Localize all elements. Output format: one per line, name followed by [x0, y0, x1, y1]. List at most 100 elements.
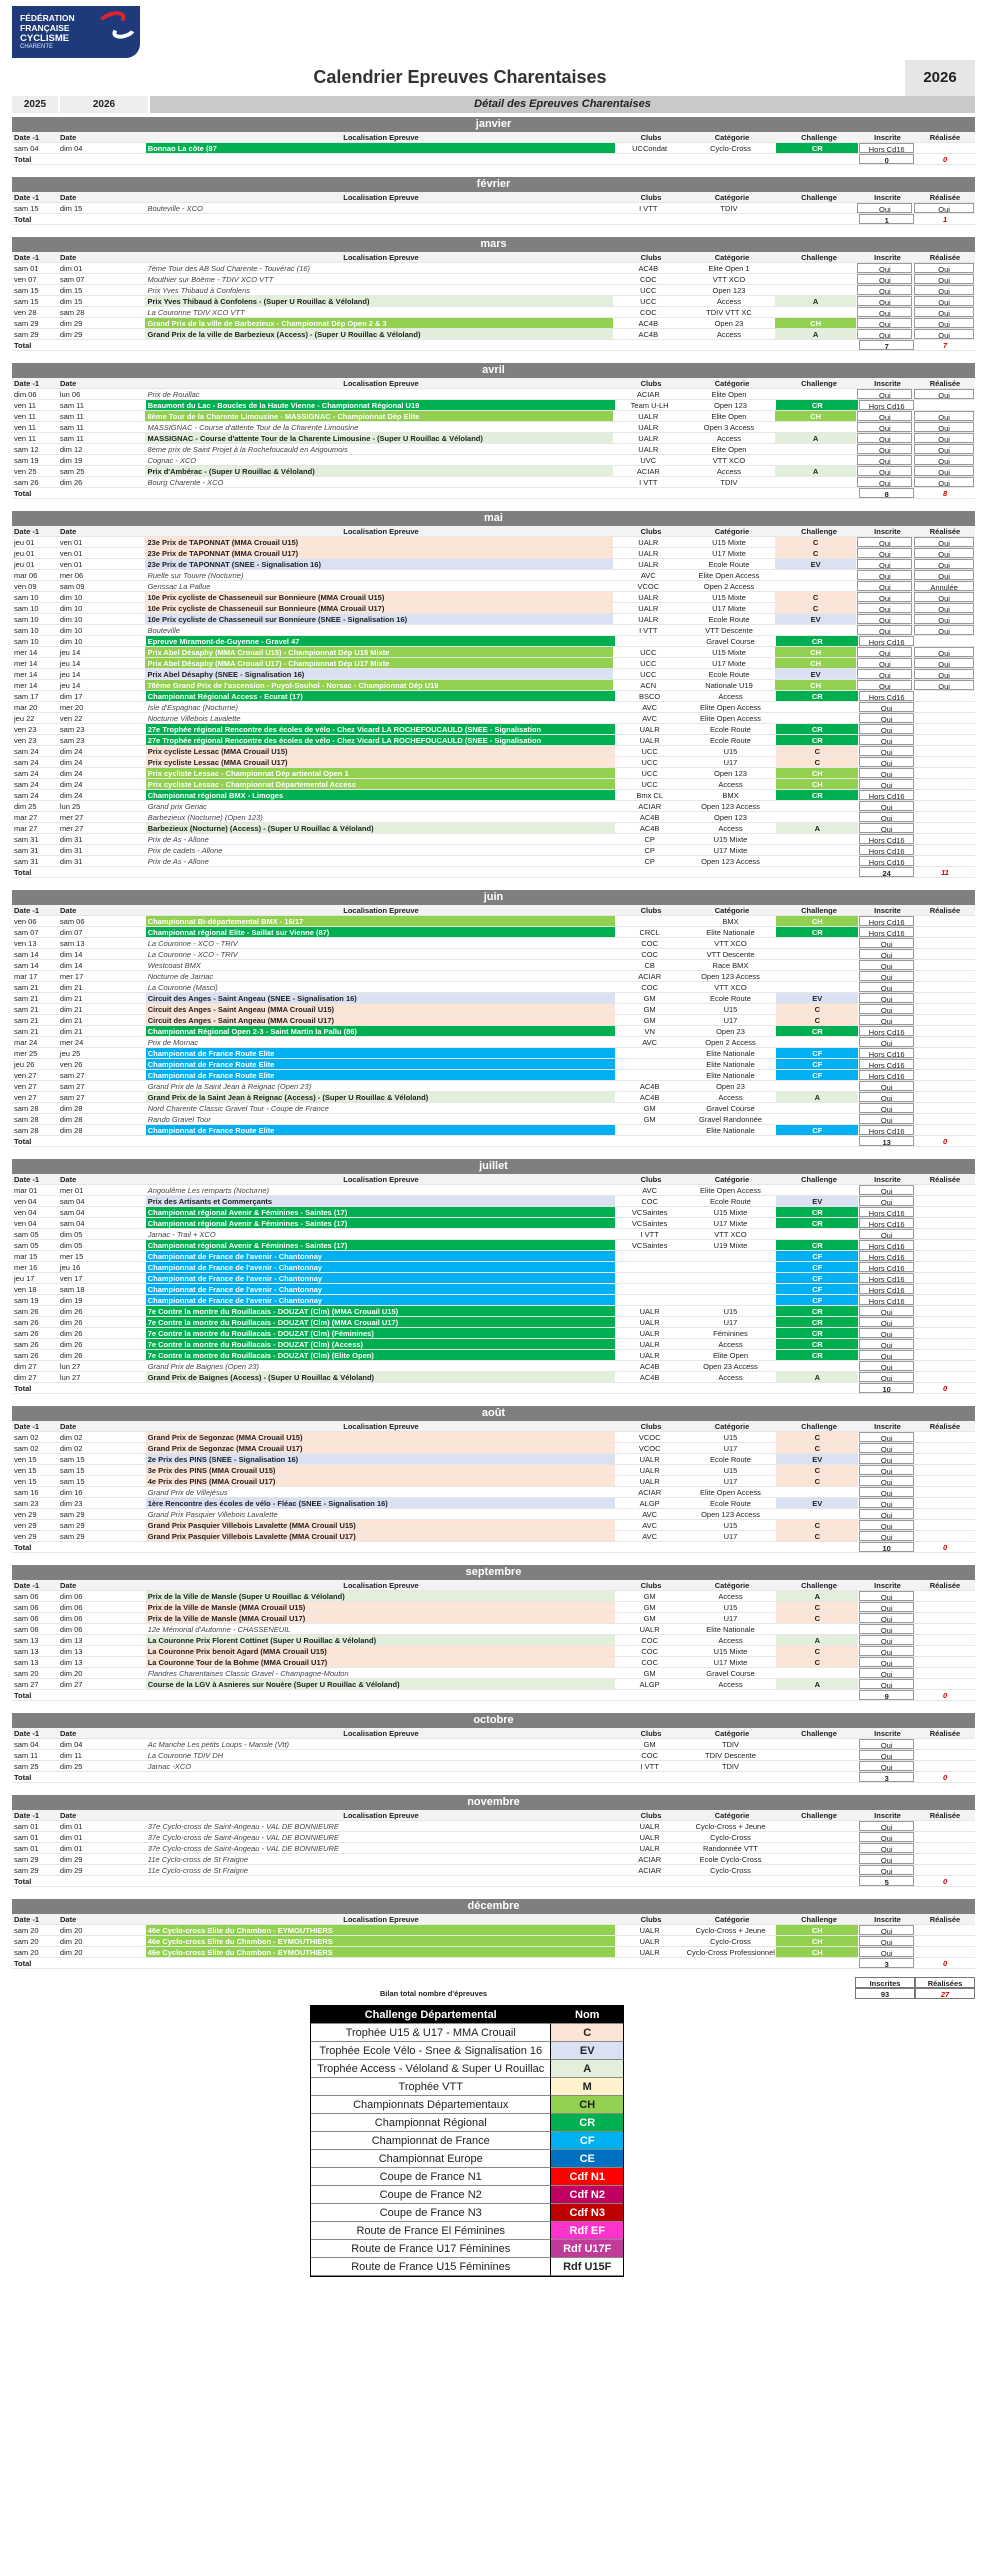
challenge: CR	[776, 636, 859, 646]
column-header: Inscrite	[874, 527, 901, 536]
club: COC	[641, 939, 658, 948]
date-prev: sam 31	[14, 857, 39, 866]
event-row: dim 25 lun 25 Grand prix Genac ACIAR Open 12…	[12, 801, 975, 812]
challenge	[776, 713, 858, 723]
club: AC4B	[639, 1362, 660, 1371]
club: ACIAR	[638, 972, 662, 981]
club: VN	[644, 1027, 655, 1036]
challenge: CF	[776, 1048, 859, 1058]
column-header: Réalisée	[929, 133, 961, 142]
club: UALR	[639, 1318, 660, 1327]
month-header: février	[12, 177, 975, 192]
realisee: Oui	[914, 548, 974, 558]
realisee	[915, 1476, 975, 1486]
realisee	[915, 1339, 975, 1349]
category: Elite Open Access	[700, 703, 761, 712]
event-row: sam 01 dim 01 7ème Tour des AB Sud Charent…	[12, 263, 975, 274]
column-header: Date -1	[14, 527, 40, 536]
realisee	[915, 845, 975, 855]
event-row: sam 28 dim 28 Nord Charente Classic Gravel…	[12, 1103, 975, 1114]
inscrite: Hors Cd16	[859, 1059, 915, 1069]
category: TDIV VTT XC	[706, 308, 752, 317]
date-prev: ven 04	[14, 1208, 37, 1217]
category: U15	[723, 1005, 738, 1014]
event-name: Prix de la Ville de Mansle (Super U Roui…	[145, 1591, 615, 1601]
realisee	[915, 1679, 975, 1689]
date-prev: mar 15	[14, 1252, 38, 1261]
challenge	[776, 801, 858, 811]
challenge	[775, 455, 857, 465]
total-inscrites: 9	[859, 1690, 915, 1700]
inscrite: Oui	[857, 537, 913, 547]
total-inscrites: 1	[859, 214, 915, 224]
event-name: Prix de Rouillac	[147, 390, 200, 399]
event-name: Prix de la Ville de Mansle (MMA Crouail …	[145, 1602, 615, 1612]
realisee	[915, 1026, 975, 1036]
event-row: sam 29 dim 29 11e Cyclo-cross de St Fraign…	[12, 1865, 975, 1876]
inscrite: Oui	[859, 949, 915, 959]
date-prev: sam 10	[14, 604, 39, 613]
date-prev: sam 26	[14, 478, 39, 487]
event-name: Championnat régional Avenir & Féminines …	[145, 1240, 615, 1250]
event-row: sam 25 dim 25 Jarnac -XCO I VTT TDIV Oui	[12, 1761, 975, 1772]
date: sam 28	[59, 308, 85, 317]
category: Access	[718, 1680, 743, 1689]
column-header: Catégorie	[714, 1811, 750, 1820]
ffc-logo: FÉDÉRATION FRANÇAISE CYCLISME CHARENTE	[12, 6, 140, 58]
category: U15	[723, 1307, 738, 1316]
total-label: Total	[14, 489, 32, 498]
event-name: Championnat Régional Access - Ecurat (17…	[145, 691, 615, 701]
total-inscrites: 13	[859, 1136, 915, 1146]
realisee	[915, 834, 975, 844]
challenge: CH	[776, 1947, 859, 1957]
club: UALR	[639, 725, 660, 734]
realisee	[915, 1372, 975, 1382]
column-header: Catégorie	[714, 253, 750, 262]
column-header: Réalisée	[929, 1581, 961, 1590]
total-inscrites: 3	[859, 1958, 915, 1968]
date: dim 25	[59, 1762, 83, 1771]
club: UALR	[638, 593, 659, 602]
legend-item: Championnats Départementaux CH	[311, 2096, 623, 2114]
club: GM	[643, 994, 656, 1003]
realisee	[915, 1668, 975, 1678]
club: UALR	[639, 1822, 660, 1831]
realisee	[915, 735, 975, 745]
inscrite: Oui	[857, 658, 913, 668]
realisee	[915, 746, 975, 756]
realisee	[915, 971, 975, 981]
inscrite: Oui	[857, 603, 913, 613]
column-header-row: Date -1 Date Localisation Epreuve Clubs Caté…	[12, 1728, 975, 1739]
column-header: Clubs	[640, 193, 662, 202]
realisee	[915, 960, 975, 970]
inscrite: Oui	[859, 1925, 915, 1935]
date: lun 27	[59, 1362, 81, 1371]
event-name: Prix de Mornac	[147, 1038, 199, 1047]
challenge: C	[776, 746, 859, 756]
date: dim 28	[59, 1126, 83, 1135]
inscrite: Oui	[859, 1624, 915, 1634]
event-row: sam 02 dim 02 Grand Prix de Segonzac (MMA …	[12, 1443, 975, 1454]
event-name: Prix de la Ville de Mansle (MMA Crouail …	[145, 1613, 615, 1623]
club	[615, 1059, 685, 1069]
event-name: 23e Prix de TAPONNAT (MMA Crouail U15)	[145, 537, 614, 547]
club: CP	[644, 857, 655, 866]
club: CP	[644, 846, 655, 855]
column-header: Date -1	[14, 379, 40, 388]
challenge: C	[776, 1015, 859, 1025]
challenge: C	[776, 1646, 859, 1656]
column-header: Clubs	[640, 379, 662, 388]
challenge: C	[774, 548, 857, 558]
challenge: C	[776, 1432, 859, 1442]
challenge	[776, 1832, 858, 1842]
club: BSCO	[639, 692, 661, 701]
date-prev: sam 11	[14, 1751, 39, 1760]
challenge	[775, 389, 857, 399]
event-name: Nocturne Villebois Lavalette	[147, 714, 241, 723]
date: dim 21	[59, 1005, 83, 1014]
challenge: EV	[776, 1196, 859, 1206]
event-row: ven 09 sam 09 Genssac La Pallue VCOC Open 2 …	[12, 581, 975, 592]
club: I VTT	[640, 1762, 659, 1771]
total-cell	[685, 1772, 777, 1782]
club: AC4B	[639, 1373, 660, 1382]
